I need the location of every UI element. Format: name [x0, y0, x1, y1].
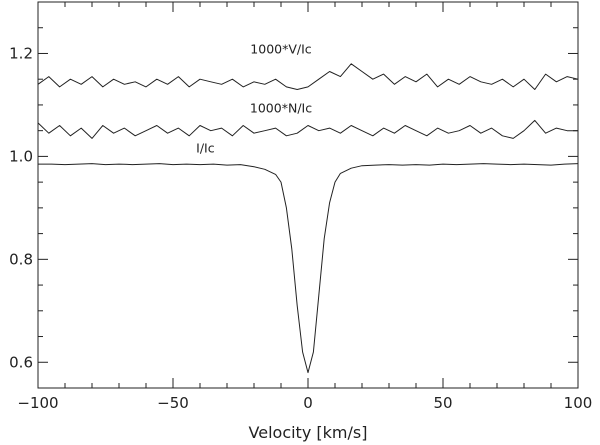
series-line-i-ic — [38, 163, 579, 374]
x-tick-label: 0 — [303, 394, 313, 412]
series-label-1000-v-ic: 1000*V/Ic — [250, 41, 312, 56]
series-line-1000-n-ic — [37, 119, 578, 139]
x-tick-label: 100 — [564, 394, 593, 412]
series-line-1000-v-ic — [37, 63, 579, 90]
series-group — [37, 63, 579, 374]
series-labels: 1000*V/Ic 1000*N/Ic I/Ic — [196, 41, 312, 155]
x-tick-label: 50 — [433, 394, 452, 412]
y-tick-label: 1.2 — [9, 44, 33, 62]
y-tick-label: 0.6 — [9, 353, 33, 371]
y-tick-label: 1.0 — [9, 147, 33, 165]
series-label-i-ic: I/Ic — [196, 140, 215, 155]
x-tick-label: −100 — [17, 394, 58, 412]
x-axis-label: Velocity [km/s] — [249, 423, 368, 442]
series-label-1000-n-ic: 1000*N/Ic — [250, 101, 312, 116]
axis-ticks: −100 −50 0 50 100 0.6 0.8 1.0 1.2 — [9, 1, 593, 412]
x-tick-label: −50 — [157, 394, 189, 412]
plot-frame — [37, 1, 579, 389]
plot-frame-group — [37, 1, 579, 389]
y-tick-label: 0.8 — [9, 250, 33, 268]
